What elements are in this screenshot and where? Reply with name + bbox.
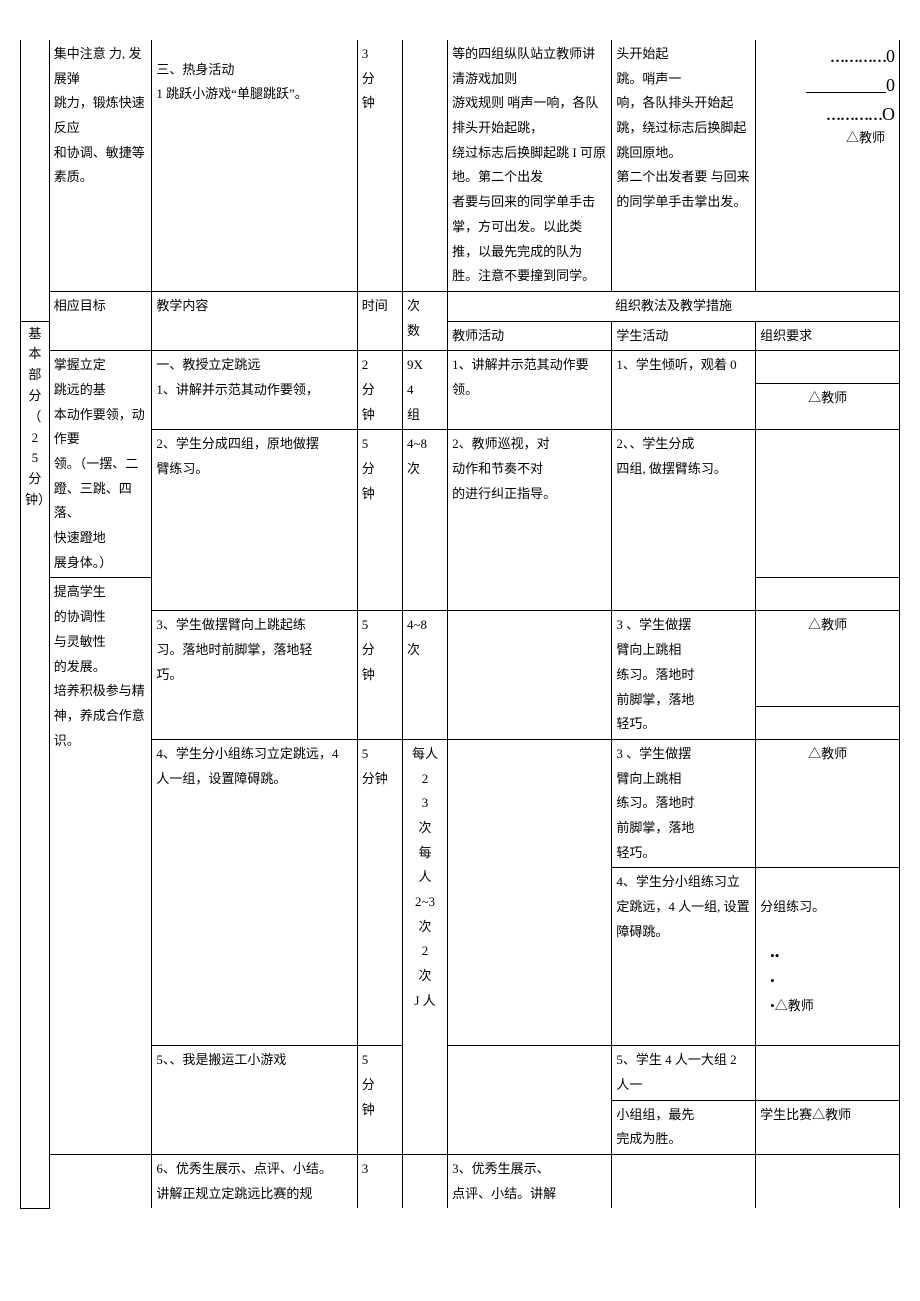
hdr-org-req: 组织要求 <box>756 321 900 351</box>
org-teacher: △教师 <box>760 128 895 149</box>
r1-count: 9X 4 组 <box>402 351 447 430</box>
r4-student-a: 3 、学生做摆 臂向上跳相 练习。落地时 前脚掌，落地 轻巧。 <box>612 739 756 867</box>
lesson-table: 集中注意 力, 发展弹 跳力，锻炼快速反应 和协调、敏捷等素质。 三、热身活动 … <box>20 40 900 1209</box>
org-zero2: 0 <box>886 75 895 95</box>
student-act-cell: 头开始起 跳。哨声一 响，各队排头开始起 跳，绕过标志后换脚起 跳回原地。 第二… <box>612 40 756 291</box>
r2-content: 2、学生分成四组，原地做摆 臂练习。 <box>152 430 357 611</box>
r4-org-line1: 分组练习。 <box>760 895 895 920</box>
hdr-count: 次 数 <box>402 291 447 350</box>
hdr-org-title: 组织教法及教学措施 <box>448 291 900 321</box>
r5-student-b: 小组组，最先 完成为胜。 <box>612 1100 756 1154</box>
r3-time: 5 分 钟 <box>357 611 402 739</box>
time-cell: 3 分 钟 <box>357 40 402 291</box>
r2-org-b <box>756 578 900 611</box>
r4-org-teacher: △教师 <box>756 739 900 867</box>
r6-student <box>612 1154 756 1208</box>
r1-student: 1、学生倾听，观着 0 <box>612 351 756 430</box>
lesson-plan-page: 集中注意 力, 发展弹 跳力，锻炼快速反应 和协调、敏捷等素质。 三、热身活动 … <box>20 40 900 1209</box>
r5-teacher <box>448 1046 612 1155</box>
r4-org: 分组练习。 •• • •△教师 <box>756 868 900 1046</box>
r3-content: 3、学生做摆臂向上跳起练 习。落地时前脚掌，落地轻 巧。 <box>152 611 357 739</box>
r5-content: 5、、我是搬运工小游戏 <box>152 1046 357 1155</box>
r4-count: 每人 2 3 次 每 人 2~3 次 2 次 J 人 <box>402 739 447 1154</box>
hdr-student-act: 学生活动 <box>612 321 756 351</box>
r3-student: 3 、学生做摆 臂向上跳相 练习。落地时 前脚掌，落地 轻巧。 <box>612 611 756 739</box>
r6-time: 3 <box>357 1154 402 1208</box>
content-cell: 三、热身活动 1 跳跃小游戏“单腿跳跃”。 <box>152 40 357 291</box>
r4-content: 4、学生分小组练习立定跳远，4 人一组，设置障碍跳。 <box>152 739 357 1045</box>
r6-goal <box>49 1154 152 1208</box>
r3-goal: 提高学生 的协调性 与灵敏性 的发展。 培养积极参与精神，养成合作意识。 <box>49 578 152 1154</box>
r4-org-dots: •• • •△教师 <box>760 944 895 1018</box>
r6-content: 6、优秀生展示、点评、小结。 讲解正规立定跳远比赛的规 <box>152 1154 357 1208</box>
section-label: 基 本 部 分 （ 2 5 分 钟） <box>21 321 50 1208</box>
content-line: 1 跳跃小游戏“单腿跳跃”。 <box>156 82 352 107</box>
teacher-act-cell: 等的四组纵队站立教师讲清游戏加则 游戏规则 哨声一响，各队排头开始起跳， 绕过标… <box>448 40 612 291</box>
hdr-teacher-act: 教师活动 <box>448 321 612 351</box>
org-dots: ………… <box>830 46 886 70</box>
r6-count <box>402 1154 447 1208</box>
hdr-content: 教学内容 <box>152 291 357 350</box>
r5-org-b: 学生比赛△教师 <box>756 1100 900 1154</box>
count-cell <box>402 40 447 291</box>
org-circle: O <box>882 104 895 124</box>
r6-teacher: 3、优秀生展示、 点评、小结。讲解 <box>448 1154 612 1208</box>
r1-content: 一、教授立定跳远 1、讲解并示范其动作要领， <box>152 351 357 430</box>
r5-time: 5 分 钟 <box>357 1046 402 1155</box>
r5-org-a <box>756 1046 900 1100</box>
r2-teacher: 2、教师巡视，对 动作和节奏不对 的进行纠正指导。 <box>448 430 612 611</box>
r1-goal: 掌握立定 跳远的基 本动作要领，动作要 领。（一摆、二蹬、三跳、四落、 快速蹬地… <box>49 351 152 578</box>
r1-org-teacher: △教师 <box>756 384 900 430</box>
r4-time: 5 分钟 <box>357 739 402 1045</box>
r3-org-teacher: △教师 <box>756 611 900 706</box>
r2-time: 5 分 钟 <box>357 430 402 611</box>
hdr-time: 时间 <box>357 291 402 350</box>
org-underline <box>806 76 886 93</box>
r4-student: 4、学生分小组练习立定跳远，4 人一组, 设置障碍跳。 <box>612 868 756 1046</box>
r3-teacher <box>448 611 612 739</box>
r3-count: 4~8 次 <box>402 611 447 739</box>
r1-time: 2 分 钟 <box>357 351 402 430</box>
r4-teacher <box>448 739 612 1045</box>
goal-cell: 集中注意 力, 发展弹 跳力，锻炼快速反应 和协调、敏捷等素质。 <box>49 40 152 291</box>
r2-student: 2、、学生分成 四组, 做摆臂练习。 <box>612 430 756 611</box>
r6-org <box>756 1154 900 1208</box>
section-label-text: 基 本 部 分 （ 2 5 分 钟） <box>25 324 45 511</box>
r1-org-a <box>756 351 900 384</box>
r2-org-a <box>756 430 900 578</box>
org-dots2: ………… <box>826 104 882 128</box>
spacer-col <box>21 40 50 321</box>
hdr-goal: 相应目标 <box>49 291 152 350</box>
r3-org-b <box>756 706 900 739</box>
r2-count: 4~8 次 <box>402 430 447 611</box>
r5-student-a: 5、学生 4 人一大组 2 人一 <box>612 1046 756 1100</box>
content-title: 三、热身活动 <box>156 58 352 83</box>
r1-teacher: 1、讲解并示范其动作要领。 <box>448 351 612 430</box>
org-zero: 0 <box>886 46 895 66</box>
org-cell: …………0 0 …………O △教师 <box>756 40 900 291</box>
